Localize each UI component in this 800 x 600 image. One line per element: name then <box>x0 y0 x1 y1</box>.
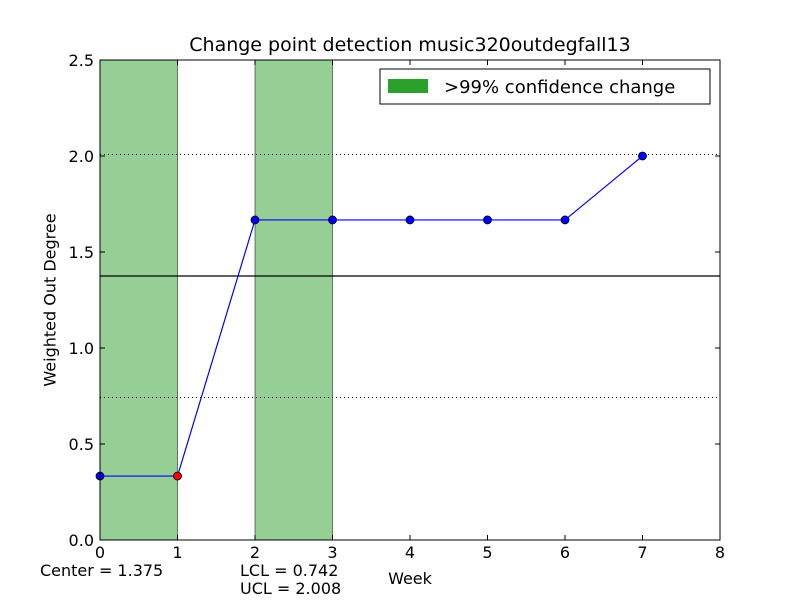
ucl-annotation: UCL = 2.008 <box>240 579 342 598</box>
data-point <box>638 151 647 161</box>
x-tick-label: 0 <box>95 543 105 562</box>
x-axis-label: Week <box>388 569 432 588</box>
center-annotation: Center = 1.375 <box>40 561 164 580</box>
reference-lines <box>100 153 720 399</box>
plot-frame <box>99 59 721 541</box>
legend-swatch <box>388 79 428 93</box>
x-tick-label: 6 <box>560 543 570 562</box>
y-tick-label: 2.5 <box>69 51 94 70</box>
y-tick-label: 0.5 <box>69 435 94 454</box>
change-regions <box>99 59 333 541</box>
y-tick-label: 0.0 <box>69 531 94 550</box>
change-point-marker <box>173 471 182 481</box>
change-region-0 <box>99 59 178 541</box>
x-tick-label: 1 <box>172 543 182 562</box>
y-tick-label: 1.0 <box>69 339 94 358</box>
x-tick-label: 5 <box>482 543 492 562</box>
chart-title: Change point detection music320outdegfal… <box>189 34 631 56</box>
data-point <box>328 215 337 225</box>
data-point <box>483 215 492 225</box>
data-point <box>560 215 570 225</box>
y-tick-label: 2.0 <box>69 147 94 166</box>
axis-ticks: 0 1 2 3 4 5 6 7 8 0.0 0.5 1.0 1.5 2.0 2.5 <box>69 51 726 562</box>
series-line-0 <box>100 155 643 477</box>
y-axis-label: Weighted Out Degree <box>40 213 60 387</box>
data-series <box>95 151 647 481</box>
x-tick-label: 7 <box>637 543 647 562</box>
x-tick-label: 3 <box>327 543 337 562</box>
y-tick-label: 1.5 <box>69 243 94 262</box>
change-region-1 <box>254 59 333 541</box>
x-tick-label: 2 <box>250 543 260 562</box>
legend-label: >99% confidence change <box>444 77 675 98</box>
data-point <box>405 215 415 225</box>
legend: >99% confidence change <box>379 68 711 105</box>
x-tick-label: 8 <box>715 543 725 562</box>
x-tick-label: 4 <box>405 543 415 562</box>
lcl-annotation: LCL = 0.742 <box>240 561 339 580</box>
legend-frame <box>379 68 711 105</box>
data-point <box>250 215 260 225</box>
